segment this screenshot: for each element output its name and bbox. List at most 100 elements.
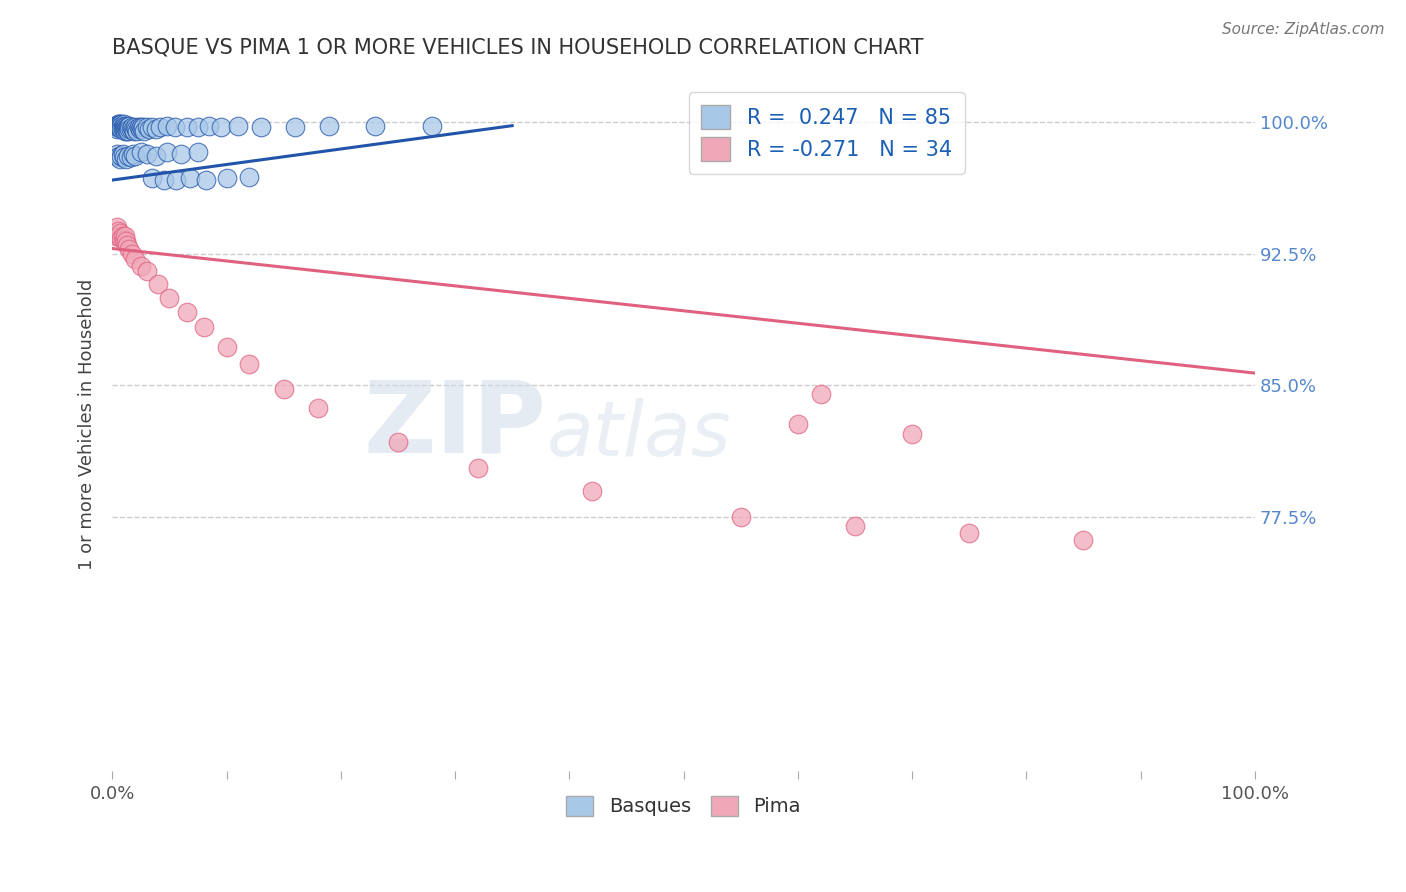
Point (145, 148, 167, 162)
Point (110, 117, 132, 131)
Point (124, 252, 146, 266)
Point (115, 120, 138, 135)
Point (129, 259, 152, 273)
Point (107, 119, 129, 133)
Point (104, 229, 127, 244)
Point (467, 460, 489, 475)
Point (115, 152, 138, 166)
Point (110, 117, 132, 131)
Point (156, 145, 179, 159)
Point (127, 124, 149, 138)
Point (157, 291, 180, 305)
Point (135, 120, 157, 135)
Point (114, 229, 136, 244)
Point (110, 231, 132, 245)
Point (107, 150, 129, 164)
Point (284, 120, 307, 135)
Point (117, 148, 139, 162)
Point (152, 173, 174, 187)
Point (135, 264, 157, 278)
Point (125, 122, 148, 136)
Point (238, 357, 260, 371)
Point (194, 173, 217, 187)
Point (121, 246, 143, 260)
Point (730, 510, 752, 524)
Point (145, 122, 167, 136)
Point (141, 171, 163, 186)
Point (132, 120, 155, 135)
Point (115, 235, 138, 249)
Point (387, 434, 409, 449)
Point (105, 122, 128, 136)
Point (121, 120, 143, 135)
Point (112, 122, 135, 136)
Point (135, 146, 157, 161)
Point (141, 120, 163, 135)
Point (129, 145, 152, 159)
Point (108, 119, 131, 133)
Point (108, 148, 131, 162)
Point (107, 120, 129, 135)
Point (131, 122, 153, 136)
Point (114, 120, 136, 135)
Point (115, 124, 138, 138)
Point (138, 122, 160, 136)
Point (810, 387, 832, 401)
Point (108, 229, 131, 244)
Point (117, 124, 139, 138)
Point (105, 120, 128, 135)
Point (111, 146, 134, 161)
Point (110, 119, 132, 133)
Point (187, 145, 209, 159)
Point (128, 122, 150, 136)
Point (156, 119, 179, 133)
Point (165, 120, 187, 135)
Point (226, 119, 249, 133)
Point (273, 382, 295, 396)
Legend: Basques, Pima: Basques, Pima (558, 788, 808, 824)
Point (134, 124, 156, 138)
Point (198, 119, 221, 133)
Point (115, 122, 138, 136)
Point (121, 146, 143, 161)
Point (149, 120, 172, 135)
Point (176, 304, 198, 318)
Point (117, 120, 139, 135)
Point (170, 146, 193, 161)
Point (307, 401, 329, 416)
Point (112, 117, 135, 131)
Point (957, 525, 980, 540)
Point (146, 277, 169, 291)
Point (124, 148, 146, 162)
Point (122, 124, 145, 138)
Point (581, 483, 603, 498)
Point (124, 120, 146, 135)
Point (179, 171, 201, 186)
Point (110, 226, 132, 240)
Point (215, 171, 238, 186)
Point (112, 150, 135, 164)
Point (215, 340, 238, 354)
Point (364, 119, 387, 133)
Point (209, 120, 232, 135)
Point (128, 120, 150, 135)
Point (110, 152, 132, 166)
Point (111, 122, 134, 136)
Point (420, 119, 443, 133)
Point (105, 220, 128, 235)
Point (115, 238, 138, 252)
Y-axis label: 1 or more Vehicles in Household: 1 or more Vehicles in Household (79, 279, 96, 571)
Point (110, 122, 132, 136)
Point (118, 119, 141, 133)
Point (901, 427, 924, 442)
Point (110, 120, 132, 135)
Point (112, 119, 135, 133)
Point (118, 242, 141, 256)
Point (844, 518, 866, 533)
Point (115, 119, 138, 133)
Point (108, 117, 131, 131)
Point (187, 120, 209, 135)
Point (112, 233, 135, 247)
Text: BASQUE VS PIMA 1 OR MORE VEHICLES IN HOUSEHOLD CORRELATION CHART: BASQUE VS PIMA 1 OR MORE VEHICLES IN HOU… (112, 37, 924, 57)
Point (110, 148, 132, 162)
